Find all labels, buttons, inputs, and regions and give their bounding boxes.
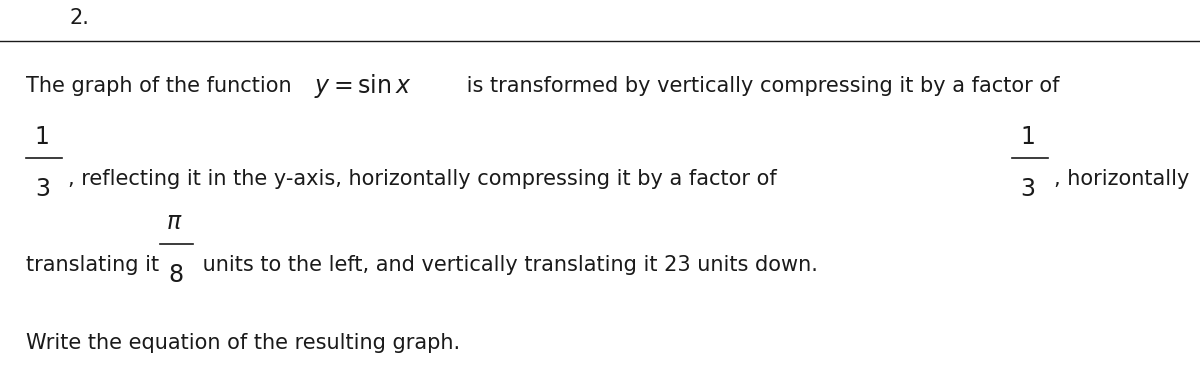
Text: 8: 8 bbox=[168, 263, 184, 287]
Text: 1: 1 bbox=[1020, 124, 1034, 149]
Text: $y = \mathrm{sin}\,x$: $y = \mathrm{sin}\,x$ bbox=[314, 72, 412, 100]
Text: , horizontally: , horizontally bbox=[1054, 169, 1189, 190]
Text: The graph of the function: The graph of the function bbox=[26, 76, 299, 96]
Text: is transformed by vertically compressing it by a factor of: is transformed by vertically compressing… bbox=[460, 76, 1060, 96]
Text: translating it: translating it bbox=[26, 255, 166, 275]
Text: 3: 3 bbox=[35, 177, 50, 201]
Text: units to the left, and vertically translating it 23 units down.: units to the left, and vertically transl… bbox=[196, 255, 817, 275]
Text: Write the equation of the resulting graph.: Write the equation of the resulting grap… bbox=[26, 333, 461, 353]
Text: , reflecting it in the y-axis, horizontally compressing it by a factor of: , reflecting it in the y-axis, horizonta… bbox=[68, 169, 778, 190]
Text: 1: 1 bbox=[35, 124, 49, 149]
Text: 2.: 2. bbox=[70, 7, 90, 28]
Text: 3: 3 bbox=[1020, 177, 1034, 201]
Text: $\pi$: $\pi$ bbox=[166, 210, 182, 234]
